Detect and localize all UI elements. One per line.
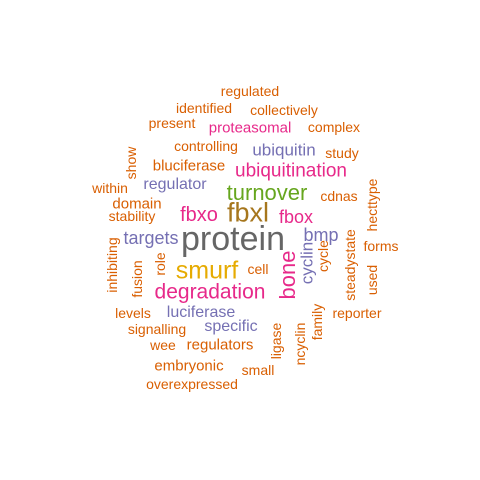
word-stability: stability bbox=[108, 208, 156, 224]
word-complex: complex bbox=[307, 119, 361, 135]
word-proteasomal: proteasomal bbox=[208, 119, 292, 137]
word-regulator: regulator bbox=[143, 176, 207, 193]
word-wee: wee bbox=[150, 337, 176, 353]
word-cycle: cycle bbox=[315, 240, 331, 272]
word-domain: domain bbox=[112, 195, 162, 213]
word-luciferase: luciferase bbox=[166, 304, 236, 321]
word-study: study bbox=[325, 145, 359, 161]
word-ncyclin: ncyclin bbox=[292, 322, 308, 366]
word-bmp: bmp bbox=[303, 225, 339, 245]
word-fbxo: fbxo bbox=[180, 204, 218, 226]
word-specific: specific bbox=[204, 318, 258, 335]
word-identified: identified bbox=[175, 100, 233, 116]
word-present: present bbox=[148, 115, 196, 131]
word-role: role bbox=[152, 252, 168, 276]
word-within: within bbox=[92, 180, 128, 196]
word-ubiquitin: ubiquitin bbox=[252, 140, 316, 160]
word-signalling: signalling bbox=[127, 321, 187, 337]
word-bone: bone bbox=[275, 250, 300, 300]
word-degradation: degradation bbox=[154, 280, 266, 304]
word-fusion: fusion bbox=[129, 260, 145, 298]
word-forms: forms bbox=[363, 238, 399, 254]
word-targets: targets bbox=[123, 228, 179, 248]
word-cyclin: cyclin bbox=[297, 241, 317, 285]
word-collectively: collectively bbox=[250, 102, 318, 118]
word-show: show bbox=[123, 146, 139, 180]
word-steadystate: steadystate bbox=[342, 229, 358, 301]
word-embryonic: embryonic bbox=[154, 357, 224, 375]
word-cell: cell bbox=[247, 261, 269, 277]
word-fbxl: fbxl bbox=[226, 197, 270, 228]
word-regulated: regulated bbox=[220, 83, 280, 99]
word-family: family bbox=[309, 303, 325, 341]
word-used: used bbox=[364, 264, 380, 296]
word-cdnas: cdnas bbox=[320, 188, 358, 204]
word-reporter: reporter bbox=[332, 305, 382, 321]
word-inhibiting: inhibiting bbox=[104, 237, 120, 293]
word-levels: levels bbox=[115, 305, 151, 321]
word-regulators: regulators bbox=[186, 336, 254, 354]
word-ubiquitination: ubiquitination bbox=[235, 160, 347, 182]
word-bluciferase: bluciferase bbox=[152, 157, 226, 175]
word-small: small bbox=[241, 362, 275, 378]
word-smurf: smurf bbox=[175, 256, 239, 285]
word-protein: protein bbox=[181, 220, 285, 258]
word-turnover: turnover bbox=[226, 180, 308, 205]
word-hecttype: hecttype bbox=[364, 178, 380, 232]
word-ligase: ligase bbox=[268, 322, 284, 360]
word-overexpressed: overexpressed bbox=[146, 376, 238, 392]
word-fbox: fbox bbox=[278, 207, 314, 227]
word-controlling: controlling bbox=[174, 138, 238, 154]
